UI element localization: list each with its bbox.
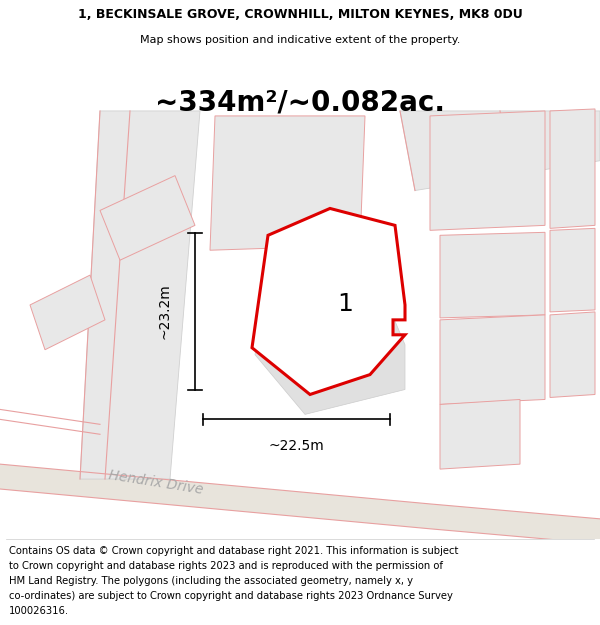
Polygon shape	[252, 209, 405, 394]
Polygon shape	[440, 232, 545, 318]
Text: ~334m²/~0.082ac.: ~334m²/~0.082ac.	[155, 88, 445, 116]
Text: to Crown copyright and database rights 2023 and is reproduced with the permissio: to Crown copyright and database rights 2…	[9, 561, 443, 571]
Polygon shape	[440, 399, 520, 469]
Polygon shape	[30, 275, 105, 350]
Polygon shape	[550, 228, 595, 312]
Polygon shape	[210, 116, 365, 250]
Text: co-ordinates) are subject to Crown copyright and database rights 2023 Ordnance S: co-ordinates) are subject to Crown copyr…	[9, 591, 453, 601]
Polygon shape	[430, 111, 545, 231]
Text: Contains OS data © Crown copyright and database right 2021. This information is : Contains OS data © Crown copyright and d…	[9, 546, 458, 556]
Polygon shape	[550, 312, 595, 398]
Polygon shape	[0, 464, 600, 544]
Polygon shape	[255, 250, 405, 414]
Polygon shape	[550, 109, 595, 228]
Text: Hendrix Drive: Hendrix Drive	[107, 468, 205, 497]
Polygon shape	[80, 111, 200, 479]
Text: 1: 1	[337, 292, 353, 316]
Text: 100026316.: 100026316.	[9, 606, 69, 616]
Text: Map shows position and indicative extent of the property.: Map shows position and indicative extent…	[140, 35, 460, 45]
Polygon shape	[400, 111, 600, 191]
Text: 1, BECKINSALE GROVE, CROWNHILL, MILTON KEYNES, MK8 0DU: 1, BECKINSALE GROVE, CROWNHILL, MILTON K…	[77, 8, 523, 21]
Text: HM Land Registry. The polygons (including the associated geometry, namely x, y: HM Land Registry. The polygons (includin…	[9, 576, 413, 586]
Polygon shape	[100, 176, 195, 260]
Text: ~23.2m: ~23.2m	[158, 284, 172, 339]
Polygon shape	[440, 315, 545, 404]
Text: ~22.5m: ~22.5m	[269, 439, 325, 453]
